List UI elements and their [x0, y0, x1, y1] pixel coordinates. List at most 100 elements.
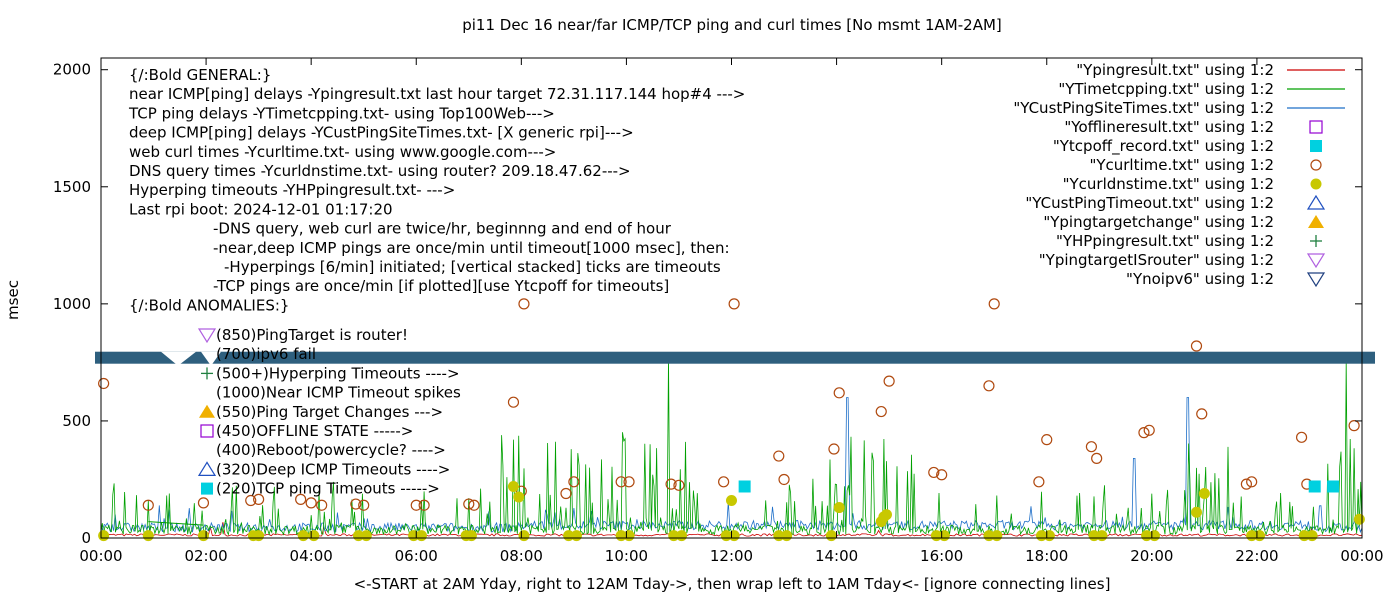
note-line: -Hyperpings [6/min] initiated; [vertical…: [224, 258, 721, 276]
anomaly-line: (450)OFFLINE STATE ----->: [216, 422, 413, 440]
data-point: [253, 530, 265, 542]
y-tick-label: 500: [62, 412, 91, 430]
data-point: [778, 473, 790, 486]
series-0: [98, 298, 1360, 511]
series-ycustpingsitetimes: [100, 397, 1363, 534]
data-point: [728, 530, 740, 542]
data-point: [358, 499, 370, 511]
y-axis-label: msec: [4, 280, 22, 320]
anomaly-line: (850)PingTarget is router!: [216, 326, 408, 344]
data-point: [833, 387, 845, 399]
note-line: Hyperping timeouts -YHPpingresult.txt- -…: [129, 181, 455, 199]
data-point: [360, 530, 372, 542]
data-point: [728, 298, 740, 310]
data-point: [991, 530, 1003, 542]
data-point: [518, 530, 530, 542]
data-point: [938, 530, 950, 542]
data-point: [1254, 530, 1266, 542]
legend-label: "Ypingresult.txt" using 1:2: [1076, 61, 1274, 79]
x-tick-label: 00:00: [79, 547, 122, 565]
note-line: near ICMP[ping] delays -Ypingresult.txt …: [129, 85, 745, 103]
data-point: [350, 498, 362, 510]
anomaly-line: (550)Ping Target Changes --->: [216, 403, 443, 421]
data-point: [1246, 476, 1258, 488]
anomaly-line: (400)Reboot/powercycle? ---->: [216, 441, 446, 459]
data-point: [1033, 476, 1045, 488]
x-tick-label: 04:00: [290, 547, 333, 565]
anomaly-marker: [201, 482, 213, 495]
anomaly-marker: [201, 367, 213, 380]
chart-title: pi11 Dec 16 near/far ICMP/TCP ping and c…: [462, 16, 1002, 34]
data-point: [305, 497, 317, 509]
x-axis-label: <-START at 2AM Yday, right to 12AM Tday-…: [354, 575, 1111, 593]
data-point: [253, 493, 265, 505]
data-point: [1327, 480, 1340, 493]
x-tick-label: 12:00: [710, 547, 753, 565]
data-point: [928, 466, 940, 479]
legend-label: "YTimetcpping.txt" using 1:2: [1058, 80, 1274, 98]
series-2: [738, 480, 1340, 493]
notes-layer: {/:Bold GENERAL:}near ICMP[ping] delays …: [128, 66, 745, 498]
band-notch: [161, 351, 196, 366]
data-point: [571, 530, 583, 542]
data-point: [726, 495, 737, 507]
legend-swatch: [1310, 235, 1322, 247]
legend-swatch: [1306, 194, 1326, 210]
legend-label: "Ypingtargetchange" using 1:2: [1043, 213, 1274, 231]
data-point: [1308, 480, 1321, 493]
legend-swatch: [1308, 215, 1324, 228]
data-point: [615, 476, 627, 488]
x-tick-label: 14:00: [815, 547, 858, 565]
anomaly-line: (220)TCP ping Timeouts ----->: [216, 480, 440, 498]
note-line: web curl times -Ycurltime.txt- using www…: [129, 143, 556, 161]
data-point: [463, 498, 475, 510]
data-point: [410, 499, 422, 511]
data-point: [308, 530, 320, 542]
anomaly-marker: [200, 424, 214, 438]
legend-swatch: [1306, 272, 1326, 288]
data-point: [676, 530, 688, 542]
data-point: [316, 499, 328, 511]
y-tick-label: 1000: [53, 295, 91, 313]
data-point: [875, 405, 887, 418]
x-tick-label: 08:00: [500, 547, 543, 565]
data-point: [1348, 420, 1360, 432]
anomaly-line: (500+)Hyperping Timeouts ---->: [216, 364, 460, 382]
data-point: [568, 476, 580, 488]
legend-swatch: [1310, 178, 1322, 190]
legend-swatch: [1309, 120, 1323, 134]
x-tick-label: 16:00: [920, 547, 963, 565]
legend-swatch: [1306, 253, 1326, 269]
anomaly-marker: [197, 461, 217, 476]
legend-swatch: [1310, 140, 1322, 152]
data-point: [1190, 340, 1203, 352]
legend-label: "Ycurldnstime.txt" using 1:2: [1063, 175, 1274, 193]
data-point: [781, 530, 793, 542]
x-tick-label: 22:00: [1235, 547, 1278, 565]
data-point: [1306, 530, 1318, 542]
y-tick-label: 1500: [53, 178, 91, 196]
band-layer: [95, 351, 1375, 366]
data-point: [833, 502, 845, 514]
data-point: [98, 530, 110, 542]
note-line: deep ICMP[ping] delays -YCustPingSiteTim…: [129, 124, 634, 142]
data-point: [197, 530, 209, 542]
anomaly-marker: [199, 404, 215, 418]
x-tick-label: 10:00: [605, 547, 648, 565]
anomaly-marker: [197, 328, 217, 344]
data-point: [507, 396, 520, 408]
data-point: [673, 479, 685, 491]
legend-label: "YHPpingresult.txt" using 1:2: [1056, 232, 1274, 250]
data-point: [623, 530, 635, 542]
data-point: [1143, 424, 1155, 436]
legend-swatch: [1310, 159, 1322, 171]
data-point: [1196, 408, 1208, 420]
data-point: [718, 476, 730, 488]
data-point: [560, 487, 572, 500]
x-tick-label: 18:00: [1025, 547, 1068, 565]
data-point: [738, 480, 751, 493]
data-point: [465, 530, 477, 542]
data-point: [1198, 488, 1210, 500]
legend-label: "YpingtargetISrouter" using 1:2: [1039, 251, 1274, 269]
data-point: [883, 375, 895, 387]
